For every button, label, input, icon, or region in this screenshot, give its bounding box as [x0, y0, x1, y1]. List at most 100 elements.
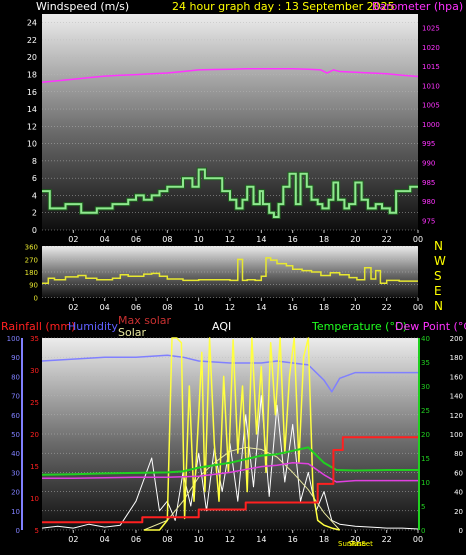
baro-y-tick-5: 1000 [422, 121, 440, 129]
baro-y-tick-10: 1025 [422, 25, 440, 33]
barometer-line [41, 68, 419, 84]
multi-series [41, 337, 419, 531]
chart-title: 24 hour graph day : 13 September 2025 [172, 0, 395, 13]
direction-panel [42, 246, 418, 298]
solar-label: Solar [118, 326, 147, 339]
temp-y-tick-3: 15 [421, 455, 430, 463]
humidity-y-tick-7: 70 [11, 393, 20, 401]
wind-tick-labels: 0246810121416182022249759809859909951000… [27, 19, 440, 244]
baro-y-tick-1: 980 [422, 198, 435, 206]
humidity-y-tick-4: 40 [11, 450, 20, 458]
x-tick-label-2-7: 16 [288, 303, 298, 312]
wind-y-tick-5: 10 [27, 140, 37, 149]
baro-y-tick-0: 975 [422, 217, 435, 225]
humidity-y-tick-2: 20 [11, 489, 20, 497]
x-tick-label-2-9: 20 [350, 303, 360, 312]
direction-y-tick-2: 180 [25, 269, 38, 277]
solar-y-tick-3: 60 [454, 469, 463, 477]
x-tick-label-3-9: 20 [350, 535, 360, 544]
windspeed-line [42, 168, 418, 218]
x-tick-label-3-7: 16 [288, 535, 298, 544]
rain-y-tick-4: 25 [30, 399, 39, 407]
direction-series [42, 257, 418, 284]
direction-y-tick-0: 0 [34, 294, 38, 302]
x-tick-label-1-5: 12 [225, 235, 235, 244]
dew-point-c-line [42, 462, 418, 483]
x-tick-label-1-10: 22 [382, 235, 392, 244]
x-tick-label-3-0: 02 [68, 535, 78, 544]
compass-east: E [434, 284, 442, 298]
compass-north-bottom: N [434, 299, 443, 313]
x-tick-label-1-4: 10 [194, 235, 204, 244]
wind-y-tick-10: 20 [27, 53, 37, 62]
direction-y-tick-1: 90 [29, 282, 38, 290]
x-tick-label-3-10: 22 [382, 535, 392, 544]
humidity-y-tick-8: 80 [11, 373, 20, 381]
wind-y-tick-6: 12 [27, 122, 37, 131]
humidity-y-tick-5: 50 [11, 431, 20, 439]
x-tick-label-3-1: 04 [100, 535, 110, 544]
baro-y-tick-2: 985 [422, 179, 435, 187]
solar-y-tick-9: 180 [450, 354, 463, 362]
x-tick-label-1-7: 16 [288, 235, 298, 244]
compass-south: S [434, 269, 442, 283]
x-tick-label-3-6: 14 [256, 535, 266, 544]
temperature-c-line [41, 446, 418, 476]
aqi-label: AQI [212, 320, 231, 333]
temperature-label: Temperature (°C) [311, 320, 407, 333]
wind-y-tick-12: 24 [27, 19, 37, 28]
wind-y-tick-3: 6 [32, 174, 37, 183]
x-tick-label-3-8: 18 [319, 535, 329, 544]
solar-y-tick-0: 0 [459, 527, 463, 535]
solar-y-tick-4: 80 [454, 450, 463, 458]
x-tick-label-2-1: 04 [100, 303, 110, 312]
rain-y-tick-6: 35 [30, 335, 39, 343]
rain-y-tick-1: 10 [30, 495, 39, 503]
temp-y-tick-4: 20 [421, 431, 430, 439]
rain-y-tick-0: 5 [35, 527, 39, 535]
x-tick-label-3-3: 08 [162, 535, 172, 544]
x-tick-label-2-2: 06 [131, 303, 141, 312]
x-tick-label-2-10: 22 [382, 303, 392, 312]
x-tick-label-1-1: 04 [100, 235, 110, 244]
temp-y-tick-8: 40 [421, 335, 430, 343]
humidity-y-tick-0: 0 [16, 527, 20, 535]
solar-y-tick-6: 120 [450, 412, 463, 420]
x-tick-label-1-3: 08 [162, 235, 172, 244]
barometer-axis-label: Barometer (hpa) [372, 0, 463, 13]
x-tick-label-2-6: 14 [256, 303, 266, 312]
direction-y-tick-3: 270 [25, 256, 38, 264]
wind-y-tick-8: 16 [27, 88, 37, 97]
baro-y-tick-9: 1020 [422, 44, 440, 52]
temp-y-tick-6: 30 [421, 383, 430, 391]
wind-direction-line [42, 257, 418, 284]
baro-y-tick-7: 1010 [422, 82, 440, 90]
solar-y-tick-1: 20 [454, 508, 463, 516]
wind-y-tick-2: 4 [32, 191, 37, 200]
rain-y-tick-5: 30 [30, 367, 39, 375]
wind-y-tick-1: 2 [32, 209, 37, 218]
humidity-label: Humidity [68, 320, 118, 333]
x-tick-label-2-4: 10 [194, 303, 204, 312]
rainfall-mm-line [42, 436, 418, 524]
x-tick-label-2-3: 08 [162, 303, 172, 312]
x-tick-label-3-5: 12 [225, 535, 235, 544]
temp-y-tick-5: 25 [421, 407, 430, 415]
humidity-y-tick-3: 30 [11, 469, 20, 477]
wind-y-tick-4: 8 [32, 157, 37, 166]
max-solar-label: Max solar [118, 314, 171, 327]
humidity-y-tick-9: 90 [11, 354, 20, 362]
temp-y-tick-7: 35 [421, 359, 430, 367]
humidity-line [41, 354, 418, 393]
compass-north-top: N [434, 239, 443, 253]
baro-y-tick-4: 995 [422, 140, 435, 148]
solar-y-tick-5: 100 [450, 431, 463, 439]
rainfall-label: Rainfall (mm) [1, 320, 75, 333]
compass-west: W [434, 254, 446, 268]
wind-axis-label: Windspeed (m/s) [36, 0, 129, 13]
solar-y-tick-7: 140 [450, 393, 463, 401]
humidity-y-tick-1: 10 [11, 508, 20, 516]
rain-y-tick-3: 20 [30, 431, 39, 439]
humidity-y-tick-10: 100 [7, 335, 20, 343]
